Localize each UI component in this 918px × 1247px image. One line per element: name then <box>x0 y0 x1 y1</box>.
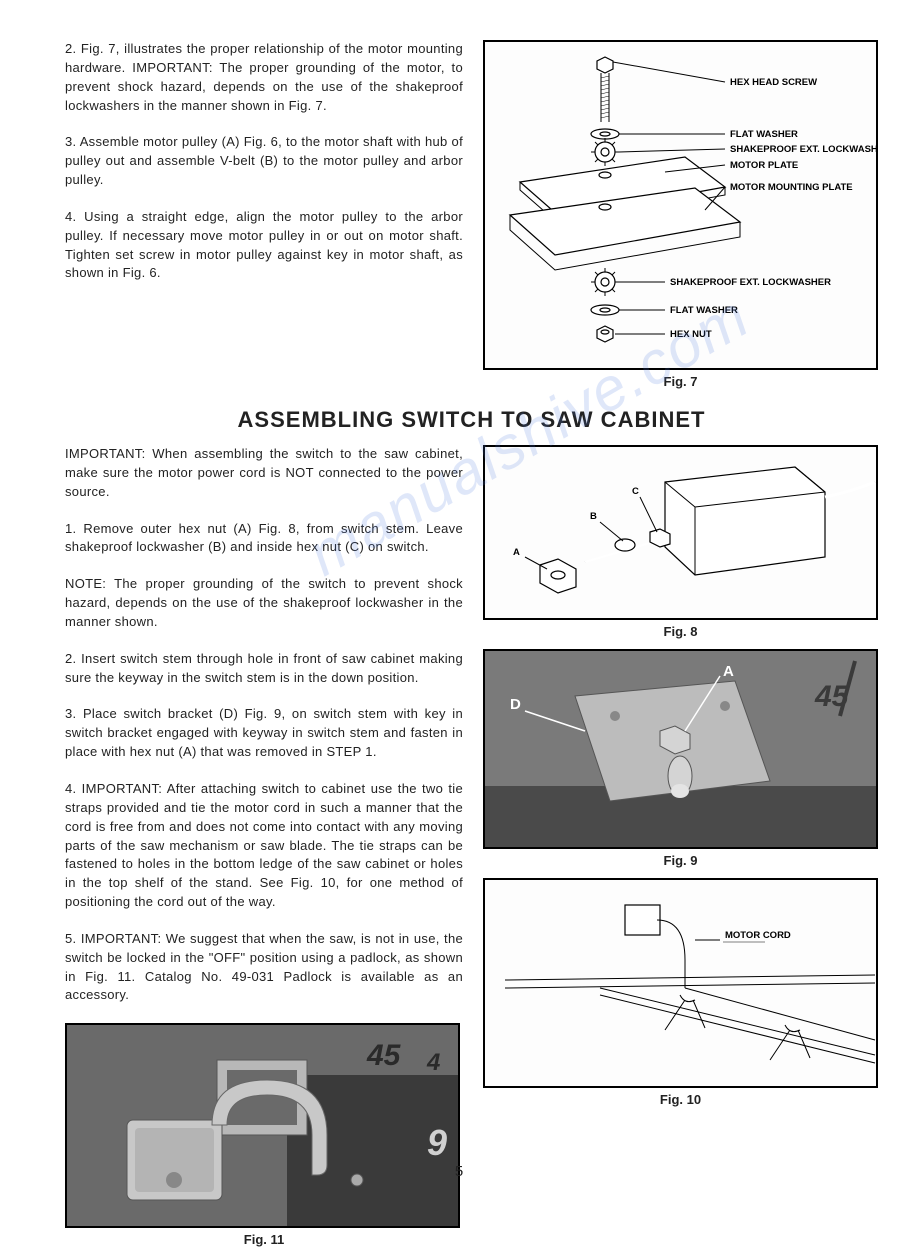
grounding-note: NOTE: The proper grounding of the switch… <box>65 575 463 632</box>
step-5: 5. IMPORTANT: We suggest that when the s… <box>65 930 463 1005</box>
lower-figures-column: A B C Fig. 8 <box>483 445 878 1247</box>
fig9-caption: Fig. 9 <box>483 853 878 868</box>
lower-section: IMPORTANT: When assembling the switch to… <box>65 445 878 1247</box>
figure-9: D A 45 <box>483 649 878 849</box>
label-flat-washer2: FLAT WASHER <box>670 305 738 316</box>
instruction-2: 2. Fig. 7, illustrates the proper relati… <box>65 40 463 115</box>
important-note: IMPORTANT: When assembling the switch to… <box>65 445 463 502</box>
step-2: 2. Insert switch stem through hole in fr… <box>65 650 463 688</box>
fig9-photo: D A 45 <box>485 651 878 849</box>
figure-11: 45 4 9 <box>65 1023 460 1228</box>
top-section: 2. Fig. 7, illustrates the proper relati… <box>65 40 878 389</box>
step-4: 4. IMPORTANT: After attaching switch to … <box>65 780 463 912</box>
fig11-num4: 4 <box>426 1049 440 1076</box>
label-hex-head-screw: HEX HEAD SCREW <box>730 77 817 88</box>
fig9-label-d: D <box>510 696 521 713</box>
fig11-wrapper: 45 4 9 Fig. 11 <box>65 1023 463 1247</box>
label-hex-nut: HEX NUT <box>670 329 712 340</box>
section-title: ASSEMBLING SWITCH TO SAW CABINET <box>65 407 878 433</box>
fig11-num9: 9 <box>427 1122 447 1163</box>
lower-instructions-column: IMPORTANT: When assembling the switch to… <box>65 445 463 1247</box>
figure-10: MOTOR CORD <box>483 878 878 1088</box>
page-number: 5 <box>455 1163 463 1180</box>
fig11-photo: 45 4 9 <box>67 1025 460 1228</box>
fig8-diagram: A B C <box>485 447 878 620</box>
step-3: 3. Place switch bracket (D) Fig. 9, on s… <box>65 705 463 762</box>
fig8-label-a: A <box>513 547 520 558</box>
label-flat-washer: FLAT WASHER <box>730 129 798 140</box>
fig7-diagram: HEX HEAD SCREW FLAT WASHER SHAKEPROOF EX… <box>485 42 878 370</box>
label-shakeproof2: SHAKEPROOF EXT. LOCKWASHER <box>670 277 831 288</box>
fig8-caption: Fig. 8 <box>483 624 878 639</box>
label-motor-plate: MOTOR PLATE <box>730 160 798 171</box>
step-1: 1. Remove outer hex nut (A) Fig. 8, from… <box>65 520 463 558</box>
label-motor-mounting-plate: MOTOR MOUNTING PLATE <box>730 182 853 193</box>
figure-8: A B C <box>483 445 878 620</box>
top-instructions-column: 2. Fig. 7, illustrates the proper relati… <box>65 40 463 389</box>
fig10-motor-cord: MOTOR CORD <box>725 930 791 941</box>
instruction-3: 3. Assemble motor pulley (A) Fig. 6, to … <box>65 133 463 190</box>
fig11-caption: Fig. 11 <box>65 1232 463 1247</box>
fig8-label-b: B <box>590 511 597 522</box>
label-shakeproof: SHAKEPROOF EXT. LOCKWASHER <box>730 144 878 155</box>
fig8-label-c: C <box>632 486 639 497</box>
fig10-diagram: MOTOR CORD <box>485 880 878 1088</box>
fig11-num45: 45 <box>366 1039 402 1072</box>
figure-7: HEX HEAD SCREW FLAT WASHER SHAKEPROOF EX… <box>483 40 878 370</box>
fig10-caption: Fig. 10 <box>483 1092 878 1107</box>
fig7-caption: Fig. 7 <box>483 374 878 389</box>
instruction-4: 4. Using a straight edge, align the moto… <box>65 208 463 283</box>
fig9-label-a: A <box>723 663 734 680</box>
fig7-column: HEX HEAD SCREW FLAT WASHER SHAKEPROOF EX… <box>483 40 878 389</box>
